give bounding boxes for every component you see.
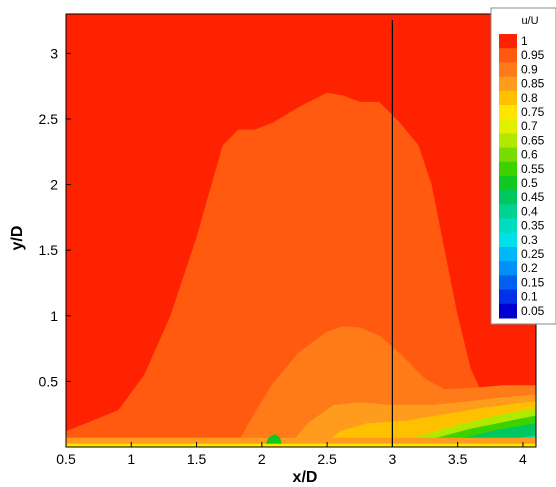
x-tick-label: 1.5 <box>187 451 207 467</box>
legend-swatch <box>499 190 517 205</box>
x-tick-label: 1 <box>127 451 135 467</box>
legend-swatch <box>499 204 517 220</box>
legend-label: 0.75 <box>521 105 545 119</box>
x-tick-label: 3.5 <box>448 451 468 467</box>
legend-label: 0.6 <box>521 148 538 162</box>
x-tick-label: 0.5 <box>56 451 76 467</box>
x-tick-label: 2 <box>258 451 266 467</box>
legend-swatch <box>499 218 517 234</box>
contour-region-0_95 <box>66 92 536 447</box>
legend-label: 1 <box>521 34 528 48</box>
legend-swatch <box>499 161 517 177</box>
legend-swatch <box>499 76 517 92</box>
legend-label: 0.25 <box>521 247 545 261</box>
legend-label: 0.8 <box>521 91 538 105</box>
legend-swatch <box>499 147 517 163</box>
legend-label: 0.35 <box>521 219 545 233</box>
legend-swatch <box>499 232 517 248</box>
legend-label: 0.4 <box>521 204 538 218</box>
x-tick-label: 2.5 <box>317 451 337 467</box>
legend-swatch <box>499 119 517 134</box>
legend-swatch <box>499 48 517 63</box>
legend-label: 0.55 <box>521 162 545 176</box>
legend-label: 0.3 <box>521 233 538 247</box>
legend-swatch <box>499 247 517 262</box>
x-tick-label: 4 <box>519 451 527 467</box>
x-tick-label: 3 <box>388 451 396 467</box>
legend-label: 0.2 <box>521 261 538 275</box>
legend-swatch <box>499 90 517 106</box>
y-tick-label: 2 <box>50 177 58 193</box>
x-axis-title: x/D <box>293 469 318 486</box>
plot-area <box>66 14 536 447</box>
y-tick-label: 2.5 <box>39 111 59 127</box>
legend-label: 0.7 <box>521 119 538 133</box>
legend-swatch <box>499 303 517 319</box>
legend-title: u/U <box>521 15 538 27</box>
y-axis: 0.5 1 1.5 2 2.5 3 <box>39 45 71 389</box>
legend-label: 0.05 <box>521 304 545 318</box>
legend-swatch <box>499 275 517 291</box>
x-axis: 0.5 1 1.5 2 2.5 3 3.5 4 <box>56 442 527 467</box>
y-tick-label: 1.5 <box>39 242 59 258</box>
y-axis-title: y/D <box>9 226 26 251</box>
legend: u/U 10.950.90.850.80.750.70.650.60.550.5… <box>490 7 556 325</box>
legend-swatch <box>499 105 517 120</box>
y-tick-label: 3 <box>50 45 58 61</box>
legend-label: 0.95 <box>521 48 545 62</box>
legend-label: 0.65 <box>521 133 545 147</box>
legend-swatch <box>499 62 517 78</box>
y-tick-label: 0.5 <box>39 373 59 389</box>
legend-swatch <box>499 176 517 191</box>
legend-label: 0.1 <box>521 290 538 304</box>
legend-swatch <box>499 34 517 49</box>
legend-swatch <box>499 261 517 276</box>
legend-label: 0.45 <box>521 190 545 204</box>
y-tick-label: 1 <box>50 308 58 324</box>
legend-swatch <box>499 289 517 305</box>
legend-label: 0.5 <box>521 176 538 190</box>
legend-swatch <box>499 133 517 149</box>
legend-label: 0.15 <box>521 275 545 289</box>
legend-label: 0.9 <box>521 62 538 76</box>
legend-label: 0.85 <box>521 77 545 91</box>
legend-items: 10.950.90.850.80.750.70.650.60.550.50.45… <box>499 34 545 319</box>
contour-region-0_75 <box>66 443 536 447</box>
